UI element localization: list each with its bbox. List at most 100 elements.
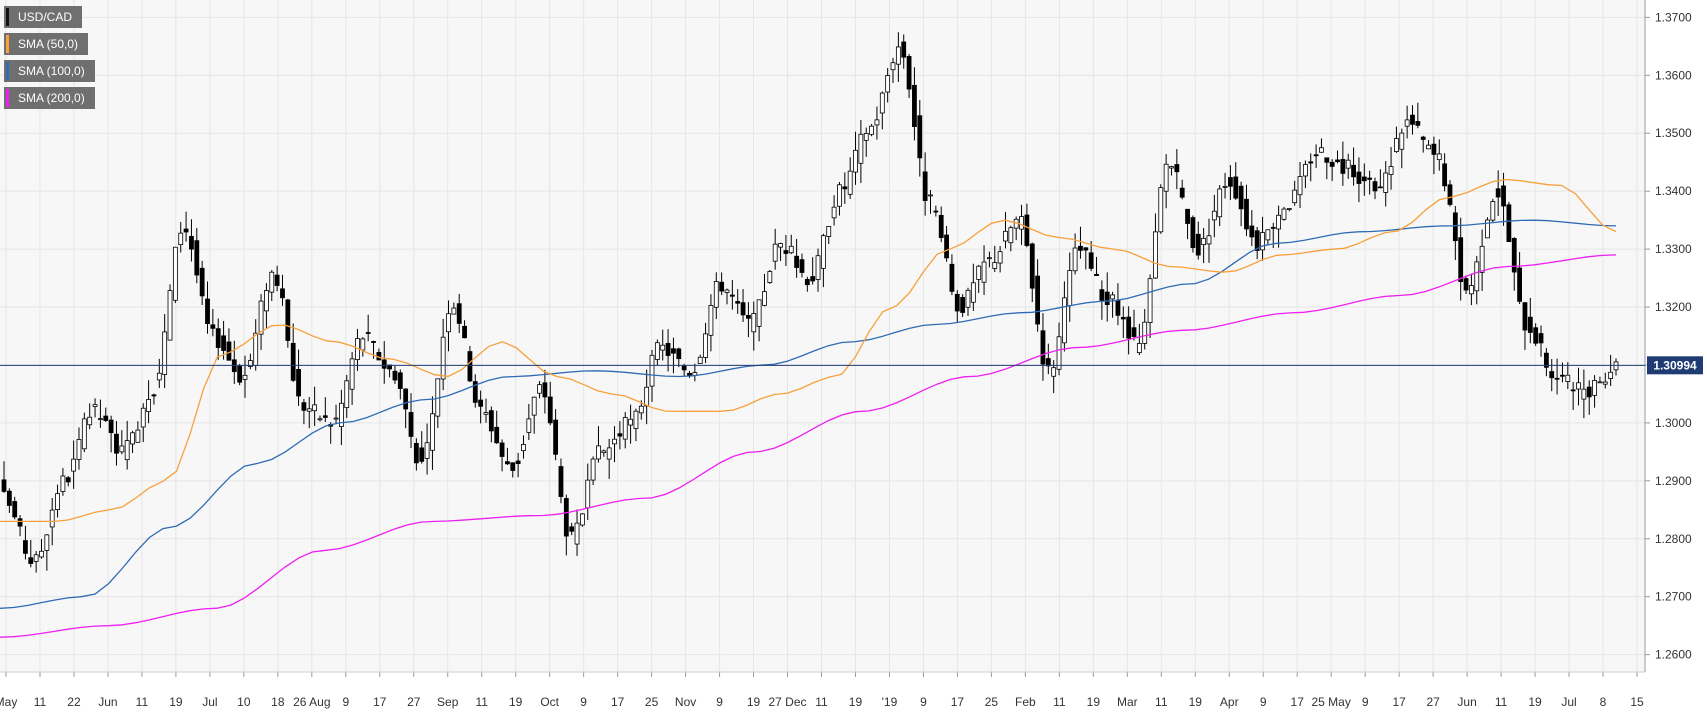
candle-body	[654, 342, 660, 360]
candle	[440, 318, 446, 391]
candle	[274, 265, 280, 292]
candle	[290, 323, 296, 382]
x-tick-label: Jul	[1561, 695, 1576, 709]
candle-body	[505, 461, 510, 465]
candle-body	[617, 433, 623, 437]
candle	[6, 488, 12, 513]
candle	[1485, 217, 1490, 239]
candle	[1142, 309, 1148, 350]
candle-body	[306, 408, 312, 412]
candle	[1003, 211, 1008, 249]
candle	[494, 410, 500, 444]
candle-body	[1072, 247, 1078, 272]
candle	[633, 408, 639, 442]
candle	[33, 551, 39, 573]
candle	[1254, 226, 1260, 260]
candle-body	[885, 75, 891, 93]
candle	[264, 283, 269, 328]
candle-body	[1543, 352, 1549, 368]
candle	[917, 99, 923, 177]
candle-body	[1126, 316, 1132, 339]
candle	[413, 438, 419, 471]
legend-swatch-sma50	[6, 35, 9, 53]
candle	[922, 152, 928, 216]
candle	[1158, 184, 1164, 234]
candle-body	[1469, 285, 1474, 295]
legend-item-sma100[interactable]: SMA (100,0)	[4, 60, 95, 82]
candle-body	[928, 194, 933, 197]
legend-item-sma50[interactable]: SMA (50,0)	[4, 33, 89, 55]
candle	[569, 522, 575, 536]
candle	[1576, 367, 1581, 406]
candle	[1592, 375, 1597, 408]
candle	[44, 534, 50, 571]
candle	[622, 411, 628, 449]
candle	[1126, 306, 1132, 355]
candle	[606, 438, 612, 479]
candle-body	[649, 354, 655, 387]
candle	[671, 337, 676, 374]
candle-body	[194, 240, 200, 276]
y-tick-label: 1.3000	[1655, 416, 1692, 430]
candle-body	[719, 281, 725, 292]
candle-body	[1388, 166, 1394, 175]
candle-body	[997, 251, 1003, 264]
candle	[510, 462, 516, 478]
candle	[338, 389, 344, 446]
candle-body	[1019, 216, 1024, 230]
candle	[1340, 141, 1346, 186]
candle-body	[1329, 161, 1335, 167]
candle-body	[130, 432, 135, 445]
candle-body	[1436, 153, 1442, 161]
candle	[831, 195, 837, 226]
candle	[1452, 205, 1458, 261]
candle-body	[703, 333, 708, 358]
candle	[360, 337, 366, 357]
candle	[1297, 161, 1303, 209]
candle-body	[488, 410, 494, 432]
candle-body	[794, 255, 800, 268]
candle-body	[863, 133, 869, 141]
candle	[772, 228, 778, 270]
candle-body	[1319, 147, 1324, 153]
candle-body	[515, 460, 521, 465]
candle-body	[1565, 374, 1571, 382]
candle-body	[638, 405, 644, 414]
candle-body	[933, 210, 939, 213]
candle-body	[965, 289, 971, 308]
candle	[205, 281, 210, 334]
candle-body	[895, 46, 901, 65]
candle-body	[949, 263, 955, 292]
candle	[478, 390, 484, 424]
y-tick-label: 1.3400	[1655, 184, 1692, 198]
candle-body	[1372, 181, 1378, 192]
candle-body	[408, 412, 414, 437]
x-tick-label: 26 Aug	[293, 695, 330, 709]
candle-body	[92, 404, 98, 407]
candle	[140, 403, 146, 442]
x-tick-label: 17	[1392, 695, 1406, 709]
candle-body	[274, 274, 280, 286]
x-tick-label: 25 May	[1312, 695, 1351, 709]
candle-body	[676, 348, 682, 360]
candle	[135, 421, 141, 443]
candle-body	[1281, 208, 1287, 220]
candle-body	[338, 402, 344, 427]
candle-body	[1260, 232, 1265, 251]
candle-body	[1356, 171, 1362, 184]
plot-background	[0, 0, 1645, 672]
candle-body	[579, 513, 585, 526]
legend-label-sma200: SMA (200,0)	[18, 91, 85, 105]
candle-body	[1602, 381, 1608, 385]
candle	[451, 302, 457, 315]
candle	[1061, 281, 1067, 352]
candle-body	[1222, 185, 1228, 188]
legend-item-sma200[interactable]: SMA (200,0)	[4, 87, 95, 109]
candle-body	[938, 214, 944, 238]
legend-item-usdcad[interactable]: USD/CAD	[4, 6, 83, 28]
candle-body	[221, 335, 226, 351]
candle-body	[922, 171, 928, 201]
candle	[28, 539, 34, 568]
candle	[1602, 372, 1608, 389]
candle-body	[912, 84, 917, 127]
